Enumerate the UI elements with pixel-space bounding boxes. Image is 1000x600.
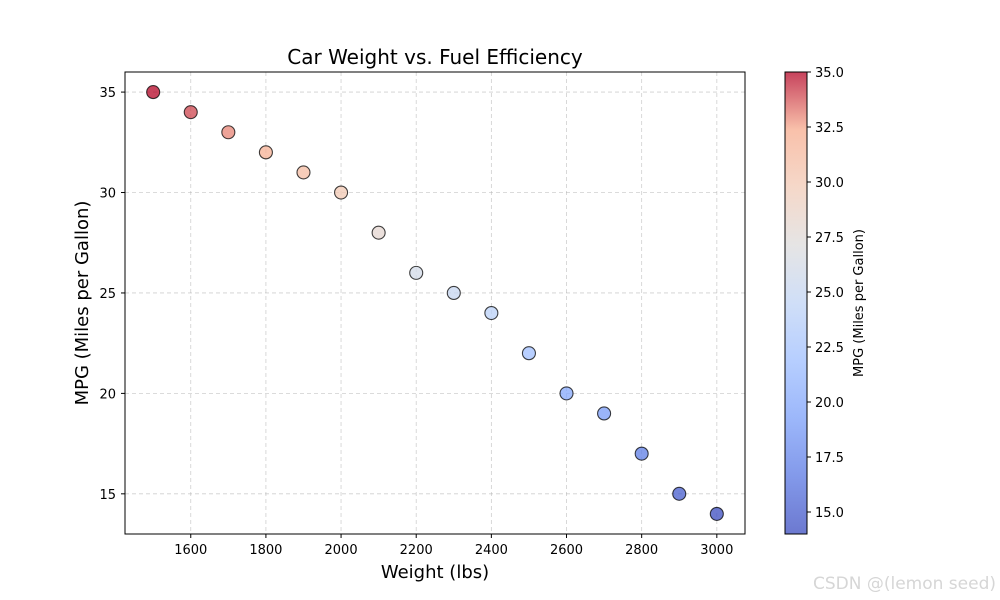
colorbar-tick-label: 20.0 [815,396,844,411]
scatter-point [634,446,649,461]
colorbar-tick-label: 22.5 [815,341,844,356]
x-axis-ticks: 1600 1800 2000 2200 2400 2600 2800 3000 [174,534,733,558]
colorbar-label: MPG (Miles per Gallon) [852,229,867,377]
colorbar-tick-label: 17.5 [815,451,844,466]
colorbar-tick-label: 15.0 [815,506,844,521]
scatter-points [146,85,724,521]
y-tick-label: 30 [99,187,116,202]
scatter-point [183,105,198,120]
plot-area-frame [124,71,746,535]
scatter-point [258,145,273,160]
scatter-point [146,85,161,100]
x-tick-label: 2600 [550,543,583,558]
colorbar-ticks: 15.0 17.5 20.0 22.5 25.0 27.5 30.0 32.5 35.0 [807,66,844,521]
colorbar-tick-label: 27.5 [815,231,844,246]
chart-title: Car Weight vs. Fuel Efficiency [287,45,583,69]
scatter-point [221,125,236,140]
x-tick-label: 3000 [700,543,733,558]
y-tick-label: 35 [99,86,116,101]
y-tick-label: 25 [99,287,116,302]
scatter-point [672,486,687,501]
scatter-point [709,506,724,521]
x-tick-label: 1600 [174,543,207,558]
scatter-point [597,406,612,421]
x-axis-label: Weight (lbs) [381,562,489,583]
colorbar-tick-label: 30.0 [815,176,844,191]
scatter-point [484,305,499,321]
colorbar [784,71,808,535]
x-tick-label: 2800 [625,543,658,558]
y-axis-label: MPG (Miles per Gallon) [72,201,93,406]
y-axis-ticks: 15 20 25 30 35 [99,86,125,503]
colorbar-tick-label: 32.5 [815,121,844,136]
scatter-point [296,165,311,180]
scatter-point [521,346,536,361]
scatter-point [559,386,574,401]
watermark-text: CSDN @(lemon seed) [812,574,996,594]
scatter-point [446,285,461,301]
scatter-point [371,225,386,240]
scatter-point [334,185,349,200]
scatter-point [409,265,424,280]
y-tick-label: 20 [99,387,116,402]
x-tick-label: 2200 [400,543,433,558]
y-tick-label: 15 [99,488,116,503]
x-tick-label: 2000 [325,543,358,558]
colorbar-tick-label: 25.0 [815,286,844,301]
x-tick-label: 2400 [475,543,508,558]
grid [125,72,745,534]
colorbar-tick-label: 35.0 [815,66,844,81]
x-tick-label: 1800 [249,543,282,558]
